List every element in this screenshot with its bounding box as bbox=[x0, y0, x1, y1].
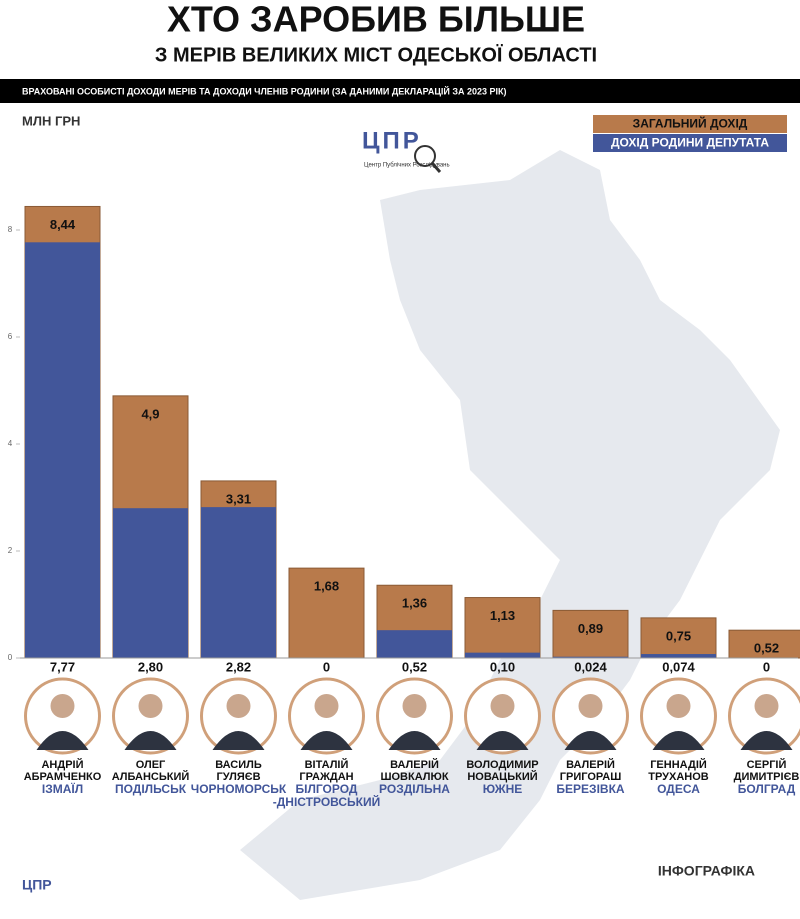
logo-subtitle: Центр Публічних Розслідувань bbox=[364, 163, 450, 169]
note: ВРАХОВАНІ ОСОБИСТІ ДОХОДИ МЕРІВ ТА ДОХОД… bbox=[22, 85, 507, 96]
portrait-head bbox=[314, 694, 339, 718]
mayor-name: ВАЛЕРІЙ ШОВКАЛЮК bbox=[380, 758, 448, 783]
value-label: 1,68 bbox=[314, 579, 339, 594]
title: ХТО ЗАРОБИВ БІЛЬШЕ bbox=[167, 0, 585, 40]
value-label: 4,9 bbox=[141, 406, 159, 421]
footer: ІНФОГРАФІКА bbox=[658, 863, 755, 879]
city-name: БОЛГРАД bbox=[738, 782, 796, 796]
mayor-name: АНДРІЙ АБРАМЧЕНКО bbox=[24, 758, 102, 783]
subtitle: З МЕРІВ ВЕЛИКИХ МІСТ ОДЕСЬКОЇ ОБЛАСТІ bbox=[155, 43, 597, 66]
city-name: ІЗМАЇЛ bbox=[42, 781, 83, 796]
y-tick-label: 2 bbox=[8, 546, 13, 555]
y-tick-label: 0 bbox=[8, 653, 13, 662]
family-value-label: 0,024 bbox=[574, 659, 607, 674]
portrait-head bbox=[578, 694, 603, 718]
bar bbox=[552, 609, 629, 659]
portrait-body bbox=[212, 731, 265, 750]
bar bbox=[113, 508, 188, 658]
value-label: 3,31 bbox=[226, 491, 251, 506]
mayor-name: СЕРГІЙ ДИМИТРІЄВ bbox=[734, 758, 800, 783]
logo: ЦПР bbox=[362, 127, 422, 154]
bar bbox=[465, 652, 540, 658]
y-tick-label: 6 bbox=[8, 332, 13, 341]
value-label: 1,13 bbox=[490, 608, 515, 623]
city-name: ЮЖНЕ bbox=[483, 782, 523, 796]
mayor-name: ОЛЕГ АЛБАНСЬКИЙ bbox=[112, 759, 190, 783]
y-axis-label: МЛН ГРН bbox=[22, 113, 80, 128]
family-value-label: 7,77 bbox=[50, 659, 75, 674]
portrait-body bbox=[564, 731, 617, 750]
legend-label: ЗАГАЛЬНИЙ ДОХІД bbox=[633, 116, 748, 131]
family-value-label: 2,80 bbox=[138, 659, 163, 674]
bar bbox=[640, 617, 717, 659]
portrait-head bbox=[226, 694, 251, 718]
legend-label: ДОХІД РОДИНИ ДЕПУТАТА bbox=[611, 136, 769, 150]
y-tick-label: 4 bbox=[8, 439, 13, 448]
bar bbox=[377, 630, 452, 658]
portrait-head bbox=[490, 694, 515, 718]
city-name: ОДЕСА bbox=[657, 782, 700, 796]
family-value-label: 0,074 bbox=[662, 659, 695, 674]
mayor-name: ВАЛЕРІЙ ГРИГОРАШ bbox=[560, 758, 622, 783]
city-name: БЕРЕЗІВКА bbox=[556, 782, 624, 796]
bar bbox=[553, 656, 628, 658]
portrait-body bbox=[300, 731, 353, 750]
value-label: 0,75 bbox=[666, 628, 691, 643]
bar bbox=[201, 507, 276, 658]
mayor-name: ВІТАЛІЙ ГРАЖДАН bbox=[299, 758, 353, 783]
value-label: 0,89 bbox=[578, 621, 603, 636]
portrait-body bbox=[652, 731, 705, 750]
portrait-head bbox=[666, 694, 691, 718]
family-value-label: 2,82 bbox=[226, 659, 251, 674]
portrait-head bbox=[402, 694, 427, 718]
family-value-label: 0 bbox=[323, 659, 330, 674]
portrait-head bbox=[138, 694, 163, 718]
logo-handle bbox=[430, 162, 442, 173]
portrait-body bbox=[476, 731, 529, 750]
bar bbox=[25, 242, 100, 658]
bar bbox=[288, 567, 365, 659]
city-name: ПОДІЛЬСЬК bbox=[115, 782, 187, 796]
mayor-name: ВАСИЛЬ ГУЛЯЄВ bbox=[215, 759, 262, 783]
bar bbox=[464, 597, 541, 659]
portrait-body bbox=[124, 731, 177, 750]
mayor-name: ГЕННАДІЙ ТРУХАНОВ bbox=[648, 758, 709, 783]
family-value-label: 0,52 bbox=[402, 659, 427, 674]
y-tick-label: 8 bbox=[8, 225, 13, 234]
map-shape bbox=[240, 150, 780, 900]
portrait-body bbox=[36, 731, 89, 750]
value-label: 0,52 bbox=[754, 641, 779, 656]
portrait-body bbox=[388, 731, 441, 750]
mayor-name: ВОЛОДИМИР НОВАЦЬКИЙ bbox=[466, 759, 538, 783]
note-banner bbox=[0, 79, 800, 103]
footer-logo: ЦПР bbox=[22, 877, 52, 893]
logo-magnifier bbox=[414, 145, 436, 167]
city-name: БІЛГОРОД -ДНІСТРОВСЬКИЙ bbox=[273, 782, 381, 809]
portrait-body bbox=[740, 731, 793, 750]
legend-swatch bbox=[593, 134, 787, 152]
family-value-label: 0,10 bbox=[490, 659, 515, 674]
value-label: 8,44 bbox=[50, 217, 76, 232]
city-name: ЧОРНОМОРСЬК bbox=[191, 782, 287, 796]
bar bbox=[641, 654, 716, 658]
value-label: 1,36 bbox=[402, 596, 427, 611]
portrait-head bbox=[754, 694, 779, 718]
legend-swatch bbox=[593, 115, 787, 133]
portrait-head bbox=[50, 694, 75, 718]
bar bbox=[728, 629, 800, 659]
family-value-label: 0 bbox=[763, 659, 770, 674]
city-name: РОЗДІЛЬНА bbox=[379, 782, 450, 796]
